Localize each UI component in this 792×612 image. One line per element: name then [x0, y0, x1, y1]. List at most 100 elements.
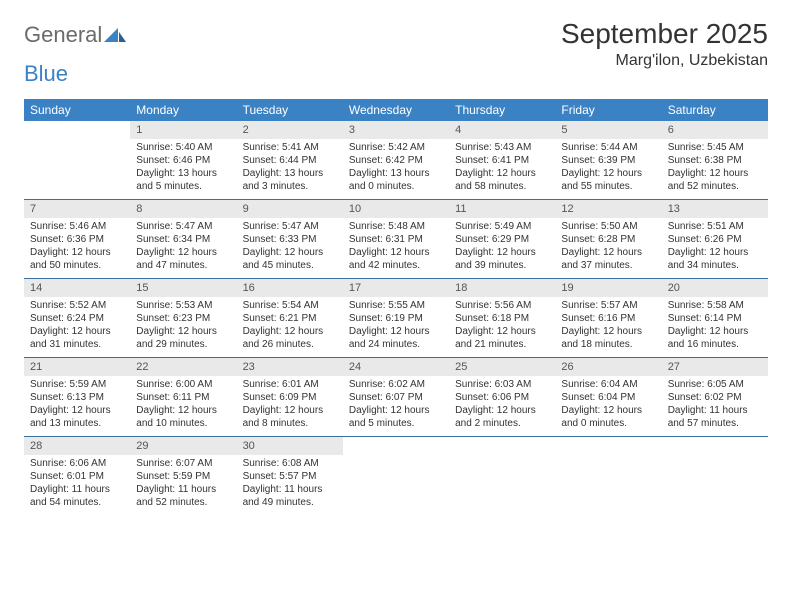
day-number: 23 [237, 358, 343, 376]
day-body: Sunrise: 6:01 AMSunset: 6:09 PMDaylight:… [237, 376, 343, 434]
daylight-text-2: and 0 minutes. [561, 417, 655, 430]
day-number: 1 [130, 121, 236, 139]
daylight-text-1: Daylight: 12 hours [349, 246, 443, 259]
day-body: Sunrise: 5:46 AMSunset: 6:36 PMDaylight:… [24, 218, 130, 276]
sunrise-text: Sunrise: 5:53 AM [136, 299, 230, 312]
sunrise-text: Sunrise: 6:01 AM [243, 378, 337, 391]
daylight-text-1: Daylight: 12 hours [243, 325, 337, 338]
week-row: 14Sunrise: 5:52 AMSunset: 6:24 PMDayligh… [24, 279, 768, 358]
daylight-text-2: and 31 minutes. [30, 338, 124, 351]
sunrise-text: Sunrise: 6:00 AM [136, 378, 230, 391]
sunrise-text: Sunrise: 5:44 AM [561, 141, 655, 154]
day-body: Sunrise: 5:44 AMSunset: 6:39 PMDaylight:… [555, 139, 661, 197]
sunrise-text: Sunrise: 5:45 AM [668, 141, 762, 154]
daylight-text-1: Daylight: 11 hours [668, 404, 762, 417]
day-number: 3 [343, 121, 449, 139]
daylight-text-2: and 26 minutes. [243, 338, 337, 351]
day-cell: 17Sunrise: 5:55 AMSunset: 6:19 PMDayligh… [343, 279, 449, 357]
day-number: 19 [555, 279, 661, 297]
sunrise-text: Sunrise: 5:57 AM [561, 299, 655, 312]
daylight-text-2: and 39 minutes. [455, 259, 549, 272]
sunrise-text: Sunrise: 5:51 AM [668, 220, 762, 233]
sunset-text: Sunset: 6:34 PM [136, 233, 230, 246]
sunset-text: Sunset: 6:04 PM [561, 391, 655, 404]
day-body: Sunrise: 5:57 AMSunset: 6:16 PMDaylight:… [555, 297, 661, 355]
weeks-container: 1Sunrise: 5:40 AMSunset: 6:46 PMDaylight… [24, 121, 768, 515]
day-number: 21 [24, 358, 130, 376]
sunset-text: Sunset: 6:14 PM [668, 312, 762, 325]
day-cell: 8Sunrise: 5:47 AMSunset: 6:34 PMDaylight… [130, 200, 236, 278]
week-row: 28Sunrise: 6:06 AMSunset: 6:01 PMDayligh… [24, 437, 768, 515]
day-body: Sunrise: 5:43 AMSunset: 6:41 PMDaylight:… [449, 139, 555, 197]
daylight-text-1: Daylight: 12 hours [136, 404, 230, 417]
sunrise-text: Sunrise: 5:55 AM [349, 299, 443, 312]
daylight-text-2: and 29 minutes. [136, 338, 230, 351]
day-body: Sunrise: 5:52 AMSunset: 6:24 PMDaylight:… [24, 297, 130, 355]
daylight-text-2: and 37 minutes. [561, 259, 655, 272]
month-title: September 2025 [561, 18, 768, 50]
daylight-text-1: Daylight: 13 hours [136, 167, 230, 180]
day-number: 29 [130, 437, 236, 455]
daylight-text-1: Daylight: 12 hours [136, 246, 230, 259]
day-cell: 13Sunrise: 5:51 AMSunset: 6:26 PMDayligh… [662, 200, 768, 278]
sunrise-text: Sunrise: 6:02 AM [349, 378, 443, 391]
day-cell: 14Sunrise: 5:52 AMSunset: 6:24 PMDayligh… [24, 279, 130, 357]
day-body: Sunrise: 5:50 AMSunset: 6:28 PMDaylight:… [555, 218, 661, 276]
day-body: Sunrise: 5:55 AMSunset: 6:19 PMDaylight:… [343, 297, 449, 355]
empty-day [24, 121, 130, 139]
daylight-text-2: and 45 minutes. [243, 259, 337, 272]
day-body: Sunrise: 6:05 AMSunset: 6:02 PMDaylight:… [662, 376, 768, 434]
day-number: 5 [555, 121, 661, 139]
daylight-text-2: and 42 minutes. [349, 259, 443, 272]
sunrise-text: Sunrise: 6:05 AM [668, 378, 762, 391]
daylight-text-1: Daylight: 12 hours [668, 246, 762, 259]
day-number: 6 [662, 121, 768, 139]
sunrise-text: Sunrise: 5:47 AM [243, 220, 337, 233]
day-cell: 5Sunrise: 5:44 AMSunset: 6:39 PMDaylight… [555, 121, 661, 199]
header: General Blue September 2025 Marg'ilon, U… [24, 18, 768, 87]
day-body: Sunrise: 6:06 AMSunset: 6:01 PMDaylight:… [24, 455, 130, 513]
daylight-text-2: and 50 minutes. [30, 259, 124, 272]
daylight-text-1: Daylight: 12 hours [30, 325, 124, 338]
daylight-text-2: and 54 minutes. [30, 496, 124, 509]
day-cell: 18Sunrise: 5:56 AMSunset: 6:18 PMDayligh… [449, 279, 555, 357]
day-header-cell: Friday [555, 99, 661, 121]
day-cell: 3Sunrise: 5:42 AMSunset: 6:42 PMDaylight… [343, 121, 449, 199]
daylight-text-1: Daylight: 12 hours [349, 325, 443, 338]
day-cell [449, 437, 555, 515]
daylight-text-1: Daylight: 13 hours [243, 167, 337, 180]
day-body: Sunrise: 5:54 AMSunset: 6:21 PMDaylight:… [237, 297, 343, 355]
day-number: 14 [24, 279, 130, 297]
day-cell: 29Sunrise: 6:07 AMSunset: 5:59 PMDayligh… [130, 437, 236, 515]
sunset-text: Sunset: 6:09 PM [243, 391, 337, 404]
sunset-text: Sunset: 6:39 PM [561, 154, 655, 167]
week-row: 7Sunrise: 5:46 AMSunset: 6:36 PMDaylight… [24, 200, 768, 279]
daylight-text-1: Daylight: 11 hours [30, 483, 124, 496]
daylight-text-2: and 24 minutes. [349, 338, 443, 351]
day-number: 9 [237, 200, 343, 218]
sunrise-text: Sunrise: 5:47 AM [136, 220, 230, 233]
day-body: Sunrise: 5:45 AMSunset: 6:38 PMDaylight:… [662, 139, 768, 197]
sunset-text: Sunset: 6:29 PM [455, 233, 549, 246]
daylight-text-2: and 16 minutes. [668, 338, 762, 351]
daylight-text-1: Daylight: 13 hours [349, 167, 443, 180]
sunset-text: Sunset: 6:13 PM [30, 391, 124, 404]
day-cell: 15Sunrise: 5:53 AMSunset: 6:23 PMDayligh… [130, 279, 236, 357]
day-header-cell: Tuesday [237, 99, 343, 121]
sunrise-text: Sunrise: 5:42 AM [349, 141, 443, 154]
daylight-text-2: and 8 minutes. [243, 417, 337, 430]
daylight-text-2: and 13 minutes. [30, 417, 124, 430]
day-number: 30 [237, 437, 343, 455]
day-body: Sunrise: 5:51 AMSunset: 6:26 PMDaylight:… [662, 218, 768, 276]
logo-sail-icon [104, 28, 126, 47]
day-cell: 4Sunrise: 5:43 AMSunset: 6:41 PMDaylight… [449, 121, 555, 199]
daylight-text-2: and 58 minutes. [455, 180, 549, 193]
day-number: 2 [237, 121, 343, 139]
daylight-text-1: Daylight: 12 hours [455, 325, 549, 338]
daylight-text-1: Daylight: 12 hours [561, 167, 655, 180]
sunrise-text: Sunrise: 6:03 AM [455, 378, 549, 391]
sunset-text: Sunset: 6:26 PM [668, 233, 762, 246]
day-cell: 24Sunrise: 6:02 AMSunset: 6:07 PMDayligh… [343, 358, 449, 436]
day-cell: 16Sunrise: 5:54 AMSunset: 6:21 PMDayligh… [237, 279, 343, 357]
day-number: 17 [343, 279, 449, 297]
